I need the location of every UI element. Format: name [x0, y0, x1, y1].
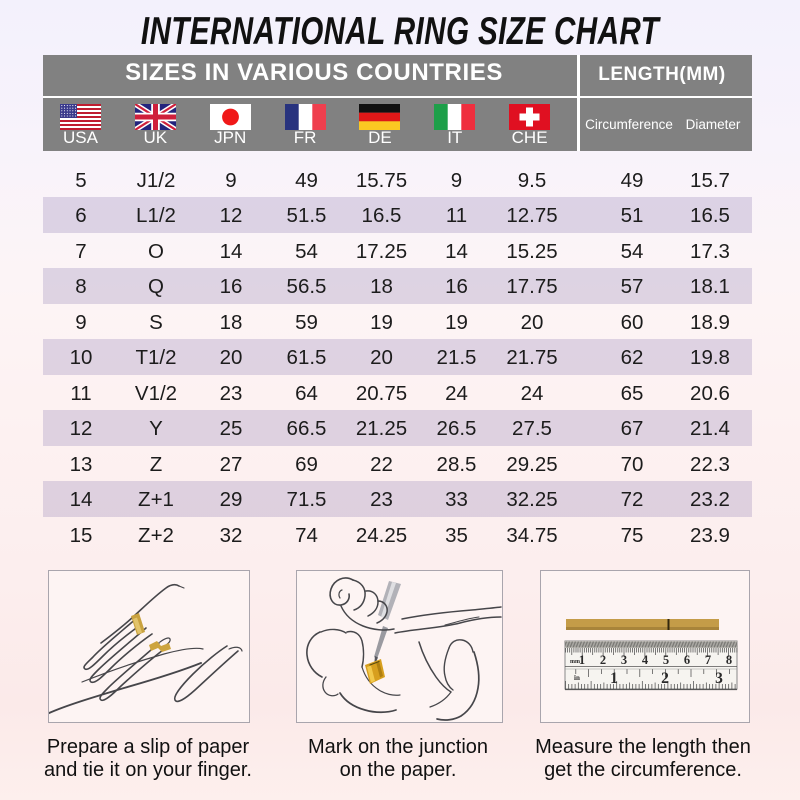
- svg-text:6: 6: [684, 653, 690, 667]
- svg-text:in: in: [574, 674, 580, 682]
- svg-text:7: 7: [705, 653, 711, 667]
- svg-text:2: 2: [600, 653, 606, 667]
- svg-text:1: 1: [610, 670, 618, 687]
- svg-text:2: 2: [661, 670, 669, 687]
- svg-text:5: 5: [663, 653, 669, 667]
- svg-text:8: 8: [726, 653, 732, 667]
- svg-text:3: 3: [621, 653, 627, 667]
- svg-text:3: 3: [715, 670, 723, 687]
- svg-text:4: 4: [642, 653, 649, 667]
- svg-text:1: 1: [579, 653, 585, 667]
- svg-text:mm: mm: [570, 659, 580, 665]
